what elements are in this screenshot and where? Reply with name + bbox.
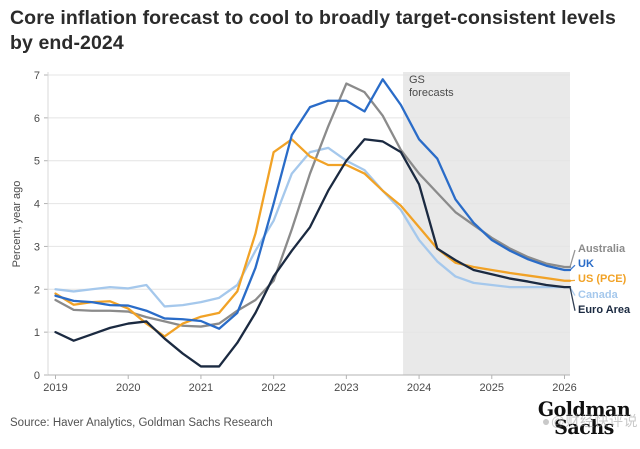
y-axis-label: Percent, year ago [11, 180, 23, 268]
x-tick-label: 2025 [480, 382, 504, 394]
legend-item-uk: UK [578, 258, 594, 271]
chart-title: Core inflation forecast to cool to broad… [10, 7, 616, 55]
series-line-uk [54, 78, 572, 330]
legend-item-euro-area: Euro Area [578, 303, 631, 316]
watermark: ●@财经快评说 [541, 413, 638, 429]
x-tick-label: 2022 [261, 382, 285, 394]
series-line-australia [54, 82, 572, 328]
y-tick-label: 1 [34, 327, 40, 339]
y-tick-label: 7 [34, 70, 40, 82]
legend-item-australia: Australia [578, 243, 626, 255]
legend-connector [569, 249, 576, 268]
x-tick-label: 2019 [43, 382, 67, 394]
legend-connector [569, 287, 576, 311]
forecast-label-line1: GS [409, 74, 425, 86]
source-text: Source: Haver Analytics, Goldman Sachs R… [10, 417, 273, 429]
x-tick-label: 2023 [334, 382, 358, 394]
y-tick-label: 0 [34, 370, 40, 382]
legend-item-us-pce: US (PCE) [578, 273, 627, 286]
y-tick-label: 5 [34, 156, 40, 168]
series-line-euro-area [54, 138, 572, 368]
logo-line2: Sachs [553, 414, 614, 439]
legend-item-canada: Canada [578, 288, 618, 301]
x-tick-label: 2021 [189, 382, 213, 394]
legend: Australia UK US (PCE) Canada Euro Area [578, 242, 630, 318]
x-tick-label: 2020 [116, 382, 140, 394]
x-tick-label: 2024 [407, 382, 431, 394]
y-tick-label: 2 [34, 284, 40, 296]
y-tick-label: 4 [34, 199, 40, 211]
goldman-sachs-logo: Goldman Sachs [537, 397, 631, 439]
logo-line1: Goldman [537, 397, 631, 421]
forecast-region-label: GS forecasts [409, 74, 454, 100]
legend-connector [569, 264, 576, 271]
forecast-label-line2: forecasts [409, 87, 454, 99]
y-tick-label: 6 [34, 113, 40, 125]
x-tick-label: 2026 [552, 382, 576, 394]
y-tick-label: 3 [34, 241, 40, 253]
